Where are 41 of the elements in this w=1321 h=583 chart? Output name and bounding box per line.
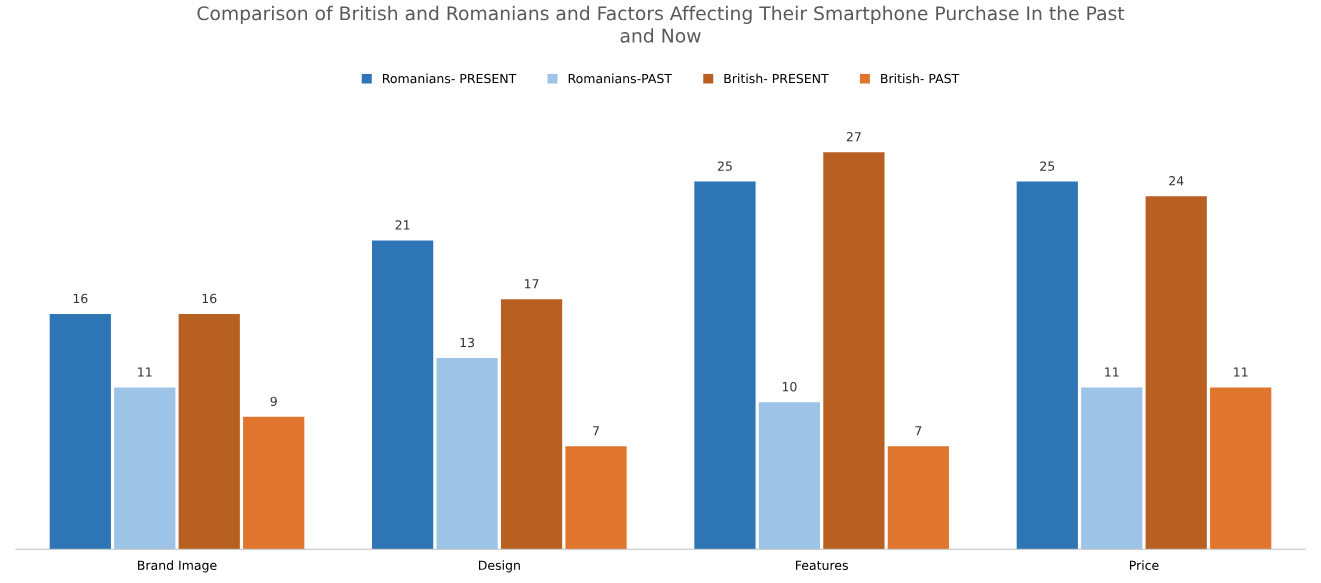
bar	[243, 416, 305, 550]
data-label: 16	[202, 293, 217, 304]
legend-label: British- PRESENT	[724, 73, 829, 84]
bar	[114, 387, 176, 550]
data-label: 25	[717, 161, 732, 171]
bar	[1210, 387, 1272, 550]
bar	[372, 240, 434, 550]
data-label: 13	[460, 337, 475, 348]
bar	[565, 446, 627, 550]
x-tick-label: Price	[1129, 560, 1159, 570]
data-label: 7	[915, 426, 922, 436]
data-label: 11	[1105, 367, 1119, 377]
bar	[1081, 387, 1143, 550]
legend-label: Romanians- PRESENT	[382, 73, 517, 84]
bar	[436, 358, 498, 550]
chart-title: Comparison of British and Romanians and Factors Affecting Their Smartphone Purchase In the Past and Now	[197, 5, 1125, 43]
x-tick-label: Design	[478, 560, 520, 573]
bar	[178, 313, 240, 550]
x-tick-label: Brand Image	[138, 560, 217, 573]
bar	[694, 181, 756, 550]
bar	[887, 446, 949, 550]
data-label: 10	[782, 381, 797, 392]
bar	[1145, 196, 1207, 550]
data-label: 11	[1234, 367, 1248, 377]
x-tick-label: Features	[796, 560, 848, 570]
bar	[1016, 181, 1078, 550]
data-label: 11	[138, 367, 152, 377]
data-label: 25	[1040, 161, 1055, 171]
data-label: 9	[270, 396, 277, 407]
data-label: 21	[395, 220, 410, 230]
data-label: 24	[1169, 176, 1184, 186]
bar	[823, 152, 885, 550]
data-label: 27	[846, 131, 861, 142]
bar	[500, 299, 563, 550]
data-label: 17	[524, 279, 539, 289]
data-label: 7	[593, 426, 599, 436]
data-label: 16	[73, 293, 88, 304]
legend-label: Romanians-PAST	[568, 73, 673, 84]
bar	[758, 402, 821, 550]
legend-label: British- PAST	[881, 73, 960, 84]
bar	[49, 313, 111, 550]
